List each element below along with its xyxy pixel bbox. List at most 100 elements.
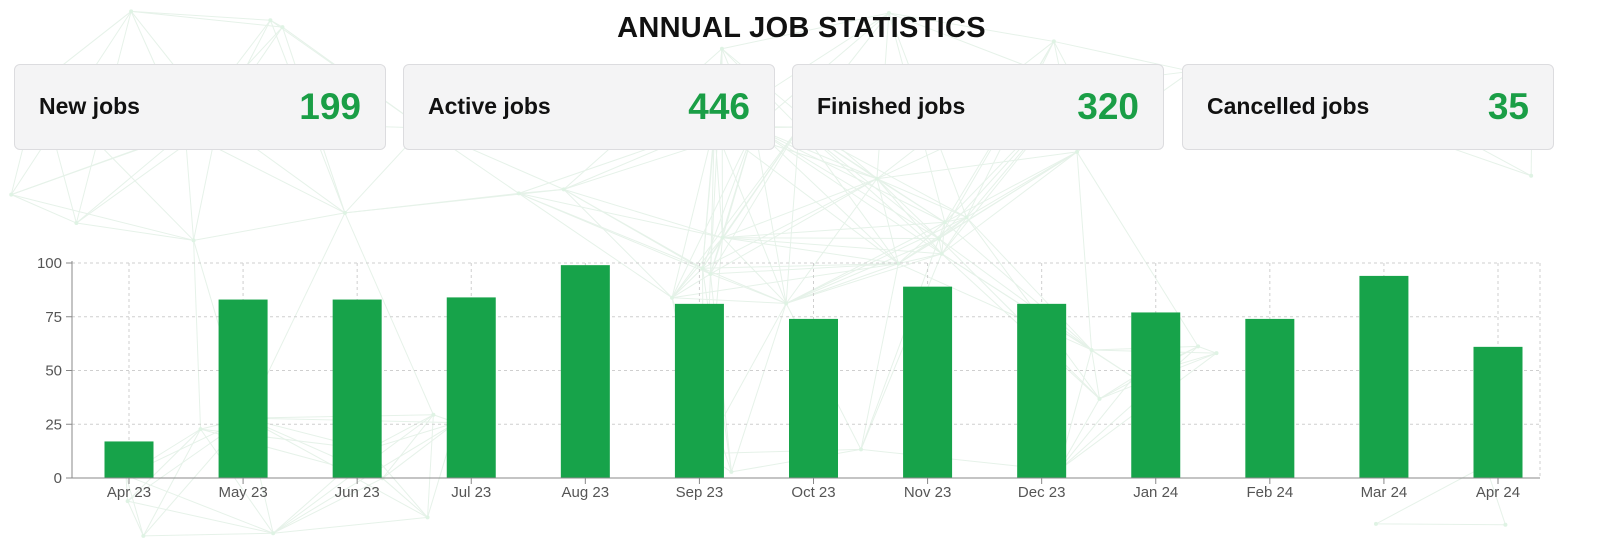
background-line	[876, 151, 1078, 180]
background-node	[886, 11, 891, 16]
background-line	[898, 253, 942, 265]
x-tick-label: Oct 23	[791, 484, 835, 501]
background-node	[939, 251, 944, 256]
bar	[1131, 312, 1181, 478]
background-line	[143, 532, 274, 537]
background-line	[1076, 151, 1093, 351]
background-line	[754, 127, 946, 223]
background-line	[344, 212, 434, 415]
background-line	[127, 500, 274, 534]
background-node	[670, 295, 675, 300]
background-line	[785, 253, 942, 304]
stat-value: 446	[688, 86, 750, 127]
x-tick-label: Mar 24	[1361, 484, 1408, 501]
stat-card-new-jobs: New jobs 199	[14, 64, 386, 150]
background-line	[131, 10, 271, 21]
background-line	[722, 237, 787, 304]
background-line	[709, 125, 715, 274]
background-line	[702, 237, 723, 269]
background-node	[729, 469, 734, 474]
stat-card-finished-jobs: Finished jobs 320	[792, 64, 1164, 150]
x-tick-label: Jun 23	[335, 484, 380, 501]
background-line	[518, 192, 673, 299]
stat-card-cancelled-jobs: Cancelled jobs 35	[1182, 64, 1554, 150]
x-tick-label: Jul 23	[451, 484, 491, 501]
background-line	[722, 237, 942, 255]
background-node	[280, 25, 285, 30]
bar	[789, 318, 838, 478]
monthly-jobs-bar-chart: 0 25 50 75 100 Apr 23 May 23 Jun 23 Jul 23 Aug 23…	[37, 255, 1541, 501]
background-line	[76, 222, 194, 241]
background-line	[273, 516, 428, 534]
background-node	[896, 261, 901, 266]
bar	[1245, 318, 1295, 478]
background-node	[516, 191, 521, 196]
background-line	[785, 263, 899, 304]
background-node	[191, 238, 196, 243]
y-tick-label: 75	[45, 309, 62, 326]
background-line	[710, 178, 878, 275]
background-node	[74, 221, 79, 226]
background-line	[722, 126, 800, 238]
background-node	[129, 9, 134, 14]
background-node	[1051, 39, 1056, 44]
x-tick-label: Jan 24	[1133, 484, 1178, 501]
background-node	[1373, 521, 1378, 526]
stat-cards: New jobs 199 Active jobs 446 Finished jo…	[14, 64, 1590, 152]
background-line	[722, 178, 878, 239]
background-line	[702, 263, 899, 269]
background-line	[860, 263, 899, 450]
background-node	[1529, 173, 1534, 178]
background-line	[876, 178, 946, 223]
x-tick-label: Dec 23	[1018, 484, 1066, 501]
background-line	[966, 216, 1092, 351]
stat-label: Cancelled jobs	[1207, 93, 1370, 119]
background-line	[876, 178, 940, 240]
background-line	[754, 127, 899, 264]
x-tick-label: May 23	[218, 484, 267, 501]
background-line	[944, 221, 1092, 351]
background-node	[720, 235, 725, 240]
stat-value: 199	[299, 86, 361, 127]
background-line	[713, 125, 787, 304]
background-line	[272, 477, 383, 534]
background-node	[1089, 347, 1094, 352]
stat-label: Finished jobs	[817, 93, 966, 119]
background-line	[193, 240, 202, 430]
background-node	[1196, 344, 1201, 349]
bar	[332, 299, 382, 478]
stat-card-active-jobs: Active jobs 446	[403, 64, 775, 150]
background-line	[1099, 377, 1134, 400]
background-line	[944, 151, 1078, 223]
stat-value: 35	[1487, 86, 1529, 127]
background-node	[268, 18, 273, 23]
background-line	[860, 253, 943, 450]
y-tick-label: 0	[54, 470, 62, 487]
background-line	[518, 192, 703, 269]
background-node	[858, 447, 863, 452]
background-line	[1058, 377, 1134, 471]
background-node	[719, 46, 724, 51]
background-line	[710, 126, 800, 275]
background-node	[964, 215, 969, 220]
background-line	[702, 178, 878, 269]
x-tick-label: Sep 23	[676, 484, 724, 501]
background-line	[938, 216, 967, 240]
background-line	[127, 500, 144, 537]
background-line	[722, 221, 945, 239]
background-line	[1375, 465, 1486, 525]
x-tick-label: Apr 24	[1476, 484, 1520, 501]
background-line	[672, 297, 787, 304]
background-line	[193, 212, 345, 241]
bar	[218, 299, 268, 478]
background-node	[1214, 351, 1219, 356]
background-line	[897, 221, 946, 264]
x-tick-label: Nov 23	[904, 484, 952, 501]
bar	[446, 297, 496, 478]
background-line	[671, 267, 703, 299]
background-node	[874, 176, 879, 181]
background-node	[9, 192, 14, 197]
background-line	[563, 188, 723, 239]
background-line	[127, 428, 201, 502]
bar	[560, 265, 610, 478]
